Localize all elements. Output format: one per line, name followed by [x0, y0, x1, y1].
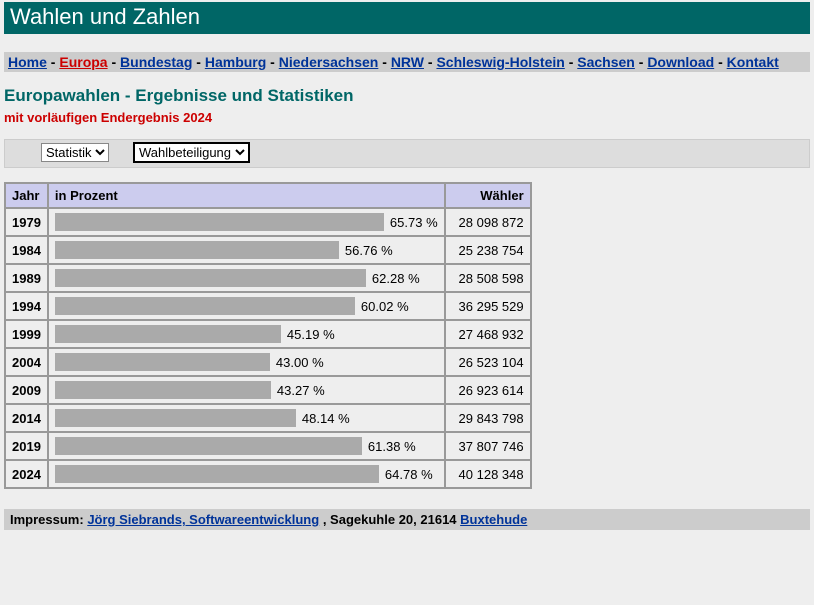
cell-year: 2009: [6, 377, 47, 403]
impressum-label: Impressum:: [10, 512, 87, 527]
cell-year: 2024: [6, 461, 47, 487]
nav-link-niedersachsen[interactable]: Niedersachsen: [279, 54, 379, 70]
cell-year: 1994: [6, 293, 47, 319]
cell-year: 2019: [6, 433, 47, 459]
nav-separator: -: [266, 54, 278, 70]
cell-percent: 60.02 %: [49, 293, 444, 319]
cell-voters: 27 468 932: [446, 321, 530, 347]
table-header-row: Jahr in Prozent Wähler: [6, 184, 530, 207]
controls-bar: Statistik Wahlbeteiligung: [4, 139, 810, 168]
percent-label: 45.19 %: [287, 327, 335, 342]
table-row: 1994 60.02 % 36 295 529: [6, 293, 530, 319]
nav-separator: -: [714, 54, 726, 70]
cell-percent: 43.00 %: [49, 349, 444, 375]
cell-voters: 25 238 754: [446, 237, 530, 263]
impressum-bar: Impressum: Jörg Siebrands, Softwareentwi…: [4, 509, 810, 530]
select-wahlbeteiligung[interactable]: Wahlbeteiligung: [133, 142, 250, 163]
nav-separator: -: [424, 54, 436, 70]
cell-percent: 43.27 %: [49, 377, 444, 403]
cell-percent: 45.19 %: [49, 321, 444, 347]
percent-bar: [55, 353, 270, 371]
main-nav: Home - Europa - Bundestag - Hamburg - Ni…: [4, 52, 810, 72]
select-statistik[interactable]: Statistik: [41, 143, 109, 162]
impressum-link-city[interactable]: Buxtehude: [460, 512, 527, 527]
percent-label: 64.78 %: [385, 467, 433, 482]
table-row: 1989 62.28 % 28 508 598: [6, 265, 530, 291]
nav-separator: -: [108, 54, 120, 70]
nav-link-download[interactable]: Download: [647, 54, 714, 70]
percent-label: 62.28 %: [372, 271, 420, 286]
nav-link-nrw[interactable]: NRW: [391, 54, 424, 70]
percent-bar: [55, 409, 296, 427]
percent-label: 43.00 %: [276, 355, 324, 370]
percent-bar: [55, 213, 384, 231]
table-row: 1979 65.73 % 28 098 872: [6, 209, 530, 235]
cell-voters: 28 098 872: [446, 209, 530, 235]
spacer: [0, 34, 814, 52]
percent-bar: [55, 241, 339, 259]
page-subtitle: mit vorläufigen Endergebnis 2024: [4, 110, 810, 125]
cell-voters: 40 128 348: [446, 461, 530, 487]
table-row: 1984 56.76 % 25 238 754: [6, 237, 530, 263]
page-title: Europawahlen - Ergebnisse und Statistike…: [4, 86, 810, 106]
table-row: 2024 64.78 % 40 128 348: [6, 461, 530, 487]
col-header-year: Jahr: [6, 184, 47, 207]
table-row: 2019 61.38 % 37 807 746: [6, 433, 530, 459]
nav-link-kontakt[interactable]: Kontakt: [727, 54, 779, 70]
nav-separator: -: [635, 54, 647, 70]
cell-year: 1984: [6, 237, 47, 263]
percent-label: 60.02 %: [361, 299, 409, 314]
nav-link-schleswig-holstein[interactable]: Schleswig-Holstein: [436, 54, 564, 70]
cell-percent: 48.14 %: [49, 405, 444, 431]
table-row: 1999 45.19 % 27 468 932: [6, 321, 530, 347]
nav-separator: -: [565, 54, 577, 70]
cell-voters: 28 508 598: [446, 265, 530, 291]
cell-voters: 26 523 104: [446, 349, 530, 375]
nav-link-bundestag[interactable]: Bundestag: [120, 54, 192, 70]
nav-separator: -: [378, 54, 390, 70]
nav-separator: -: [192, 54, 204, 70]
nav-link-home[interactable]: Home: [8, 54, 47, 70]
percent-bar: [55, 437, 362, 455]
percent-label: 61.38 %: [368, 439, 416, 454]
cell-percent: 56.76 %: [49, 237, 444, 263]
percent-bar: [55, 297, 355, 315]
impressum-link-author[interactable]: Jörg Siebrands, Softwareentwicklung: [87, 512, 319, 527]
col-header-voters: Wähler: [446, 184, 530, 207]
cell-voters: 36 295 529: [446, 293, 530, 319]
percent-label: 43.27 %: [277, 383, 325, 398]
cell-year: 1979: [6, 209, 47, 235]
cell-percent: 61.38 %: [49, 433, 444, 459]
table-row: 2004 43.00 % 26 523 104: [6, 349, 530, 375]
percent-label: 56.76 %: [345, 243, 393, 258]
percent-label: 48.14 %: [302, 411, 350, 426]
cell-year: 1989: [6, 265, 47, 291]
cell-year: 2004: [6, 349, 47, 375]
cell-year: 2014: [6, 405, 47, 431]
cell-percent: 65.73 %: [49, 209, 444, 235]
impressum-middle: , Sagekuhle 20, 21614: [323, 512, 460, 527]
site-banner: Wahlen und Zahlen: [4, 2, 810, 34]
cell-voters: 29 843 798: [446, 405, 530, 431]
table-row: 2014 48.14 % 29 843 798: [6, 405, 530, 431]
cell-percent: 62.28 %: [49, 265, 444, 291]
results-table: Jahr in Prozent Wähler 1979 65.73 % 28 098…: [4, 182, 532, 489]
cell-voters: 37 807 746: [446, 433, 530, 459]
cell-percent: 64.78 %: [49, 461, 444, 487]
percent-bar: [55, 381, 271, 399]
nav-link-hamburg[interactable]: Hamburg: [205, 54, 266, 70]
nav-separator: -: [47, 54, 59, 70]
nav-link-europa[interactable]: Europa: [59, 54, 107, 70]
col-header-percent: in Prozent: [49, 184, 444, 207]
percent-bar: [55, 325, 281, 343]
cell-year: 1999: [6, 321, 47, 347]
percent-bar: [55, 465, 379, 483]
percent-label: 65.73 %: [390, 215, 438, 230]
table-row: 2009 43.27 % 26 923 614: [6, 377, 530, 403]
site-title: Wahlen und Zahlen: [10, 4, 200, 29]
percent-bar: [55, 269, 366, 287]
cell-voters: 26 923 614: [446, 377, 530, 403]
nav-link-sachsen[interactable]: Sachsen: [577, 54, 635, 70]
